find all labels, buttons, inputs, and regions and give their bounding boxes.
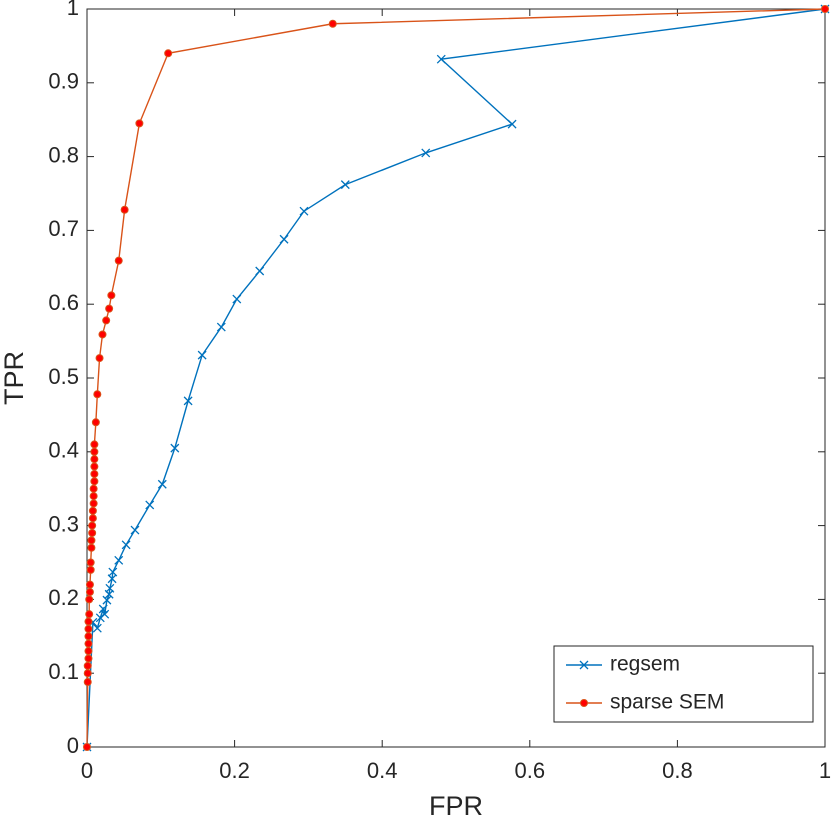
x-tick-label: 0.6 bbox=[515, 758, 546, 783]
data-point bbox=[84, 632, 93, 641]
data-point bbox=[821, 5, 829, 13]
data-point bbox=[84, 624, 93, 633]
data-point bbox=[88, 528, 97, 537]
data-point bbox=[120, 205, 129, 214]
data-point bbox=[90, 462, 99, 471]
data-point bbox=[89, 499, 98, 508]
data-point bbox=[102, 316, 111, 325]
legend-label: regsem bbox=[610, 653, 680, 676]
data-point bbox=[91, 418, 100, 427]
y-tick-label: 0.2 bbox=[48, 585, 79, 610]
y-tick-label: 0.9 bbox=[48, 69, 79, 94]
data-point bbox=[216, 322, 226, 332]
data-point bbox=[83, 669, 92, 678]
y-tick-label: 1 bbox=[67, 0, 79, 20]
data-point bbox=[87, 536, 96, 545]
data-point bbox=[87, 543, 96, 552]
data-point bbox=[340, 180, 350, 190]
data-point bbox=[279, 234, 289, 244]
data-point bbox=[85, 610, 94, 619]
y-axis-label: TPR bbox=[0, 351, 29, 405]
data-point bbox=[108, 567, 118, 577]
series-line bbox=[86, 8, 826, 748]
data-point bbox=[86, 565, 95, 574]
data-point bbox=[90, 455, 99, 464]
x-tick-label: 1 bbox=[819, 758, 831, 783]
data-point bbox=[85, 580, 94, 589]
data-point bbox=[85, 588, 94, 597]
x-tick-label: 0.4 bbox=[367, 758, 398, 783]
data-point bbox=[135, 119, 144, 128]
legend-marker bbox=[579, 660, 589, 670]
data-point bbox=[98, 330, 107, 339]
data-point bbox=[90, 447, 99, 456]
data-point bbox=[255, 266, 265, 276]
data-point bbox=[507, 119, 517, 129]
y-tick-label: 0 bbox=[67, 733, 79, 758]
data-point bbox=[89, 484, 98, 493]
legend-box bbox=[553, 645, 814, 723]
data-point bbox=[197, 350, 207, 360]
data-point bbox=[84, 617, 93, 626]
y-tick-label: 0.8 bbox=[48, 142, 79, 167]
data-point bbox=[232, 294, 242, 304]
legend-label: sparse SEM bbox=[610, 691, 724, 714]
data-point bbox=[90, 440, 99, 449]
x-tick-label: 0 bbox=[81, 758, 93, 783]
y-tick-label: 0.1 bbox=[48, 659, 79, 684]
data-point bbox=[93, 390, 102, 399]
data-point bbox=[105, 304, 114, 313]
data-point bbox=[436, 54, 446, 64]
data-point bbox=[114, 555, 124, 565]
data-point bbox=[84, 639, 93, 648]
y-tick-label: 0.4 bbox=[48, 438, 79, 463]
data-point bbox=[84, 647, 93, 656]
data-point bbox=[299, 206, 309, 216]
data-point bbox=[85, 595, 94, 604]
data-point bbox=[90, 477, 99, 486]
data-point bbox=[157, 479, 167, 489]
data-point bbox=[328, 19, 337, 28]
y-tick-label: 0.5 bbox=[48, 364, 79, 389]
data-point bbox=[130, 525, 140, 535]
data-point bbox=[98, 604, 108, 614]
data-point bbox=[88, 506, 97, 515]
data-point bbox=[86, 558, 95, 567]
data-point bbox=[90, 469, 99, 478]
plot-frame bbox=[86, 8, 826, 748]
data-point bbox=[83, 743, 91, 751]
data-point bbox=[83, 661, 92, 670]
data-point bbox=[83, 678, 92, 687]
data-point bbox=[95, 354, 104, 363]
data-point bbox=[421, 148, 431, 158]
data-point bbox=[114, 256, 123, 265]
x-tick-label: 0.2 bbox=[219, 758, 250, 783]
data-point bbox=[121, 540, 131, 550]
data-point bbox=[105, 583, 115, 593]
data-point bbox=[88, 514, 97, 523]
data-point bbox=[164, 49, 173, 58]
data-point bbox=[89, 492, 98, 501]
y-tick-label: 0.3 bbox=[48, 511, 79, 536]
data-point bbox=[84, 654, 93, 663]
data-point bbox=[107, 291, 116, 300]
x-tick-label: 0.8 bbox=[662, 758, 693, 783]
data-point bbox=[102, 595, 112, 605]
series-line bbox=[86, 8, 826, 748]
data-point bbox=[183, 396, 193, 406]
x-axis-label: FPR bbox=[429, 791, 483, 821]
y-tick-label: 0.7 bbox=[48, 216, 79, 241]
data-point bbox=[100, 609, 110, 619]
data-point bbox=[88, 521, 97, 530]
data-point bbox=[170, 443, 180, 453]
data-point bbox=[145, 500, 155, 510]
legend-marker bbox=[580, 699, 588, 707]
y-tick-label: 0.6 bbox=[48, 290, 79, 315]
data-point bbox=[92, 623, 102, 633]
